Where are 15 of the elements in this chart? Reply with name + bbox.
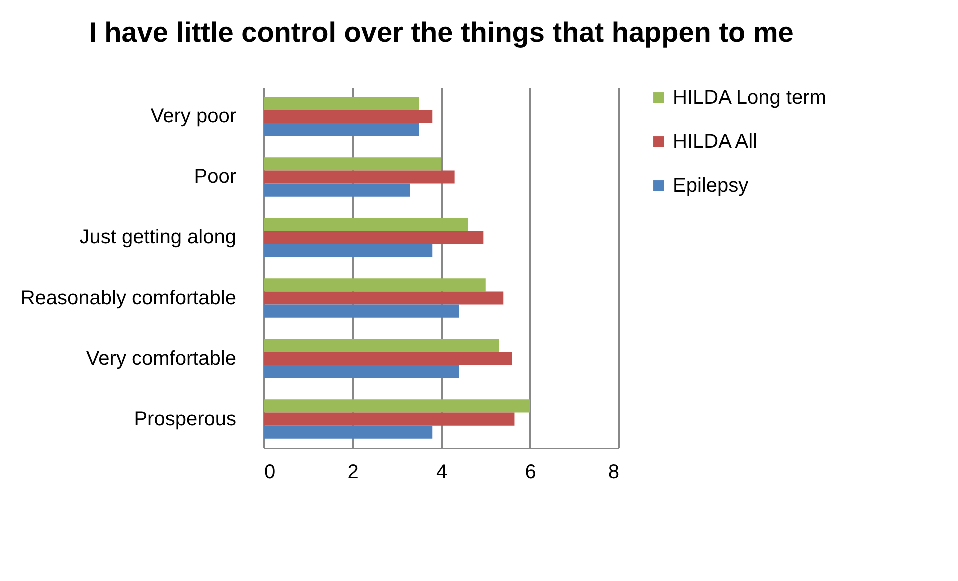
legend-label: HILDA All [673,131,758,153]
y-tick-label: Prosperous [134,408,236,430]
x-tick-label: 0 [264,462,276,484]
x-tick-label: 4 [436,462,448,484]
y-tick-label: Reasonably comfortable [20,287,236,310]
y-tick-label: Poor [194,166,237,188]
legend-label: HILDA Long term [673,87,826,109]
x-tick-label: 6 [525,462,536,484]
y-tick-label: Very comfortable [86,348,236,370]
legend-label: Epilepsy [673,175,749,197]
x-tick-label: 2 [348,462,359,484]
y-tick-label: Very poor [150,106,237,128]
chart-title: I have little control over the things that happen to me [89,17,794,48]
y-tick-label: Just getting along [80,226,236,249]
x-tick-label: 8 [608,462,620,484]
